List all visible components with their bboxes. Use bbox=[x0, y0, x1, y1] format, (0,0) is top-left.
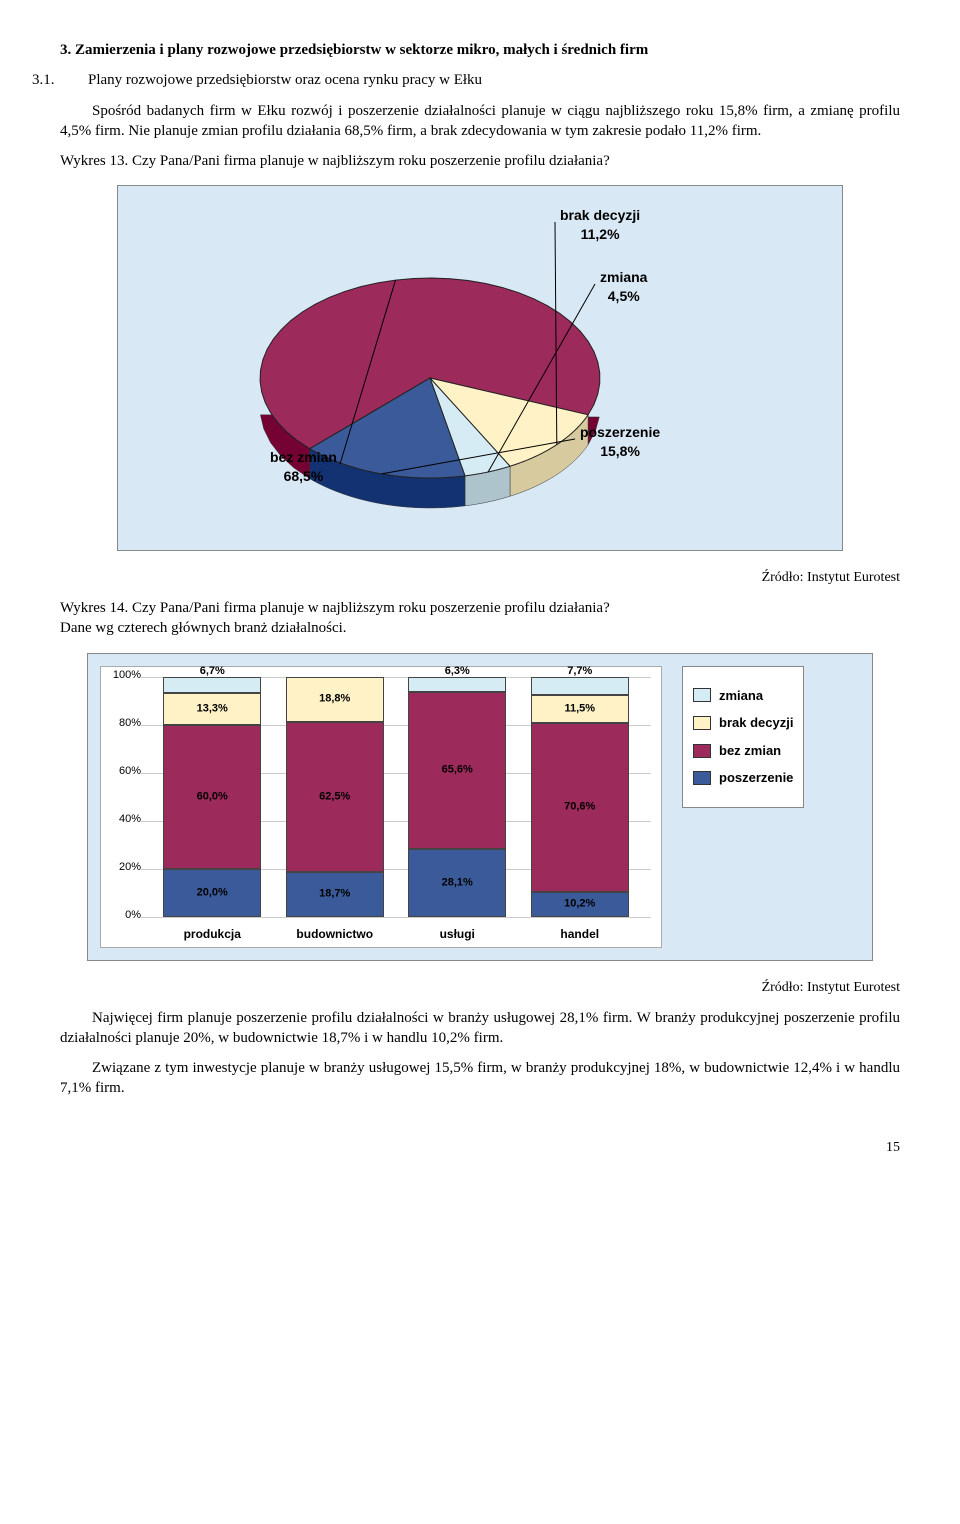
wykres14-caption: Wykres 14. Czy Pana/Pani firma planuje w… bbox=[60, 598, 900, 639]
bar: 28,1% 65,6% 6,3% bbox=[408, 677, 506, 917]
segment-zmiana: 6,7% bbox=[163, 677, 261, 693]
segment-label: 10,2% bbox=[532, 897, 628, 912]
legend-item: poszerzenie bbox=[693, 769, 793, 787]
pie-chart-panel: bez zmian68,5% brak decyzji11,2% zmiana4,5… bbox=[117, 185, 843, 551]
legend-label: poszerzenie bbox=[719, 769, 793, 787]
pie-svg bbox=[130, 198, 830, 538]
pie-slice-label: bez zmian68,5% bbox=[270, 448, 337, 486]
segment-bez_zmian: 65,6% bbox=[408, 692, 506, 849]
bar: 18,7% 62,5% 18,8% bbox=[286, 677, 384, 917]
segment-label: 28,1% bbox=[409, 876, 505, 891]
segment-label: 60,0% bbox=[164, 789, 260, 804]
legend: zmiana brak decyzji bez zmian poszerzenie bbox=[682, 666, 804, 808]
page-number: 15 bbox=[60, 1139, 900, 1158]
bar: 20,0% 60,0% 13,3% 6,7% bbox=[163, 677, 261, 917]
pie-slice-label: zmiana4,5% bbox=[600, 268, 647, 306]
pie-chart: bez zmian68,5% brak decyzji11,2% zmiana4,5… bbox=[130, 198, 830, 538]
wykres13-caption: Wykres 13. Czy Pana/Pani firma planuje w… bbox=[60, 151, 900, 171]
segment-bez_zmian: 62,5% bbox=[286, 722, 384, 872]
subsection-heading: 3.1.Plany rozwojowe przedsiębiorstw oraz… bbox=[88, 70, 900, 90]
paragraph-1: Spośród badanych firm w Ełku rozwój i po… bbox=[60, 101, 900, 142]
segment-label: 62,5% bbox=[287, 789, 383, 804]
paragraph-3: Związane z tym inwestycje planuje w bran… bbox=[60, 1058, 900, 1099]
sub-title: Plany rozwojowe przedsiębiorstw oraz oce… bbox=[88, 72, 482, 88]
x-axis: produkcja budownictwo usługi handel bbox=[151, 926, 641, 942]
segment-label: 70,6% bbox=[532, 800, 628, 815]
section-heading: 3. Zamierzenia i plany rozwojowe przedsi… bbox=[60, 40, 900, 60]
segment-label: 20,0% bbox=[164, 885, 260, 900]
segment-bez_zmian: 70,6% bbox=[531, 723, 629, 892]
y-tick: 0% bbox=[101, 908, 145, 923]
legend-label: zmiana bbox=[719, 687, 763, 705]
legend-swatch bbox=[693, 688, 711, 702]
column-chart: 0%20%40%60%80%100% 20,0%60,0%13,3%6,7%18… bbox=[100, 666, 662, 948]
source-1: Źródło: Instytut Eurotest bbox=[60, 569, 900, 588]
legend-swatch bbox=[693, 716, 711, 730]
y-tick: 100% bbox=[101, 668, 145, 683]
bar: 10,2% 70,6% 11,5% 7,7% bbox=[531, 677, 629, 917]
x-label: handel bbox=[526, 926, 634, 942]
segment-brak_decyzji: 11,5% bbox=[531, 695, 629, 723]
segment-label: 65,6% bbox=[409, 763, 505, 778]
segment-bez_zmian: 60,0% bbox=[163, 725, 261, 869]
segment-label: 13,3% bbox=[164, 701, 260, 716]
segment-brak_decyzji: 18,8% bbox=[286, 677, 384, 722]
segment-zmiana: 7,7% bbox=[531, 677, 629, 695]
segment-label: 18,7% bbox=[287, 887, 383, 902]
legend-item: bez zmian bbox=[693, 742, 793, 760]
sub-number: 3.1. bbox=[60, 70, 88, 90]
segment-label: 7,7% bbox=[532, 664, 628, 679]
bars: 20,0% 60,0% 13,3% 6,7% 18,7% 62,5% 18,8% 28,1% 6… bbox=[151, 677, 641, 917]
segment-label: 18,8% bbox=[287, 692, 383, 707]
segment-poszerzenie: 18,7% bbox=[286, 872, 384, 917]
legend-label: bez zmian bbox=[719, 742, 781, 760]
column-chart-panel: 0%20%40%60%80%100% 20,0%60,0%13,3%6,7%18… bbox=[87, 653, 873, 961]
segment-label: 6,7% bbox=[164, 664, 260, 679]
x-label: produkcja bbox=[158, 926, 266, 942]
pie-slice-label: poszerzenie15,8% bbox=[580, 423, 660, 461]
legend-swatch bbox=[693, 744, 711, 758]
legend-swatch bbox=[693, 771, 711, 785]
segment-zmiana: 6,3% bbox=[408, 677, 506, 692]
y-tick: 40% bbox=[101, 812, 145, 827]
y-axis: 0%20%40%60%80%100% bbox=[101, 677, 141, 917]
segment-poszerzenie: 28,1% bbox=[408, 849, 506, 916]
legend-item: brak decyzji bbox=[693, 714, 793, 732]
segment-label: 11,5% bbox=[532, 702, 628, 717]
paragraph-2: Najwięcej firm planuje poszerzenie profi… bbox=[60, 1008, 900, 1049]
legend-label: brak decyzji bbox=[719, 714, 793, 732]
wykres14-line1: Wykres 14. Czy Pana/Pani firma planuje w… bbox=[60, 600, 610, 616]
y-tick: 60% bbox=[101, 764, 145, 779]
segment-poszerzenie: 10,2% bbox=[531, 892, 629, 916]
legend-item: zmiana bbox=[693, 687, 793, 705]
x-label: usługi bbox=[403, 926, 511, 942]
segment-label: 6,3% bbox=[409, 664, 505, 679]
segment-brak_decyzji: 13,3% bbox=[163, 693, 261, 725]
pie-slice-label: brak decyzji11,2% bbox=[560, 206, 640, 244]
x-label: budownictwo bbox=[281, 926, 389, 942]
y-tick: 20% bbox=[101, 860, 145, 875]
y-tick: 80% bbox=[101, 716, 145, 731]
source-2: Źródło: Instytut Eurotest bbox=[60, 979, 900, 998]
wykres14-line2: Dane wg czterech głównych branż działaln… bbox=[60, 620, 347, 636]
segment-poszerzenie: 20,0% bbox=[163, 869, 261, 917]
